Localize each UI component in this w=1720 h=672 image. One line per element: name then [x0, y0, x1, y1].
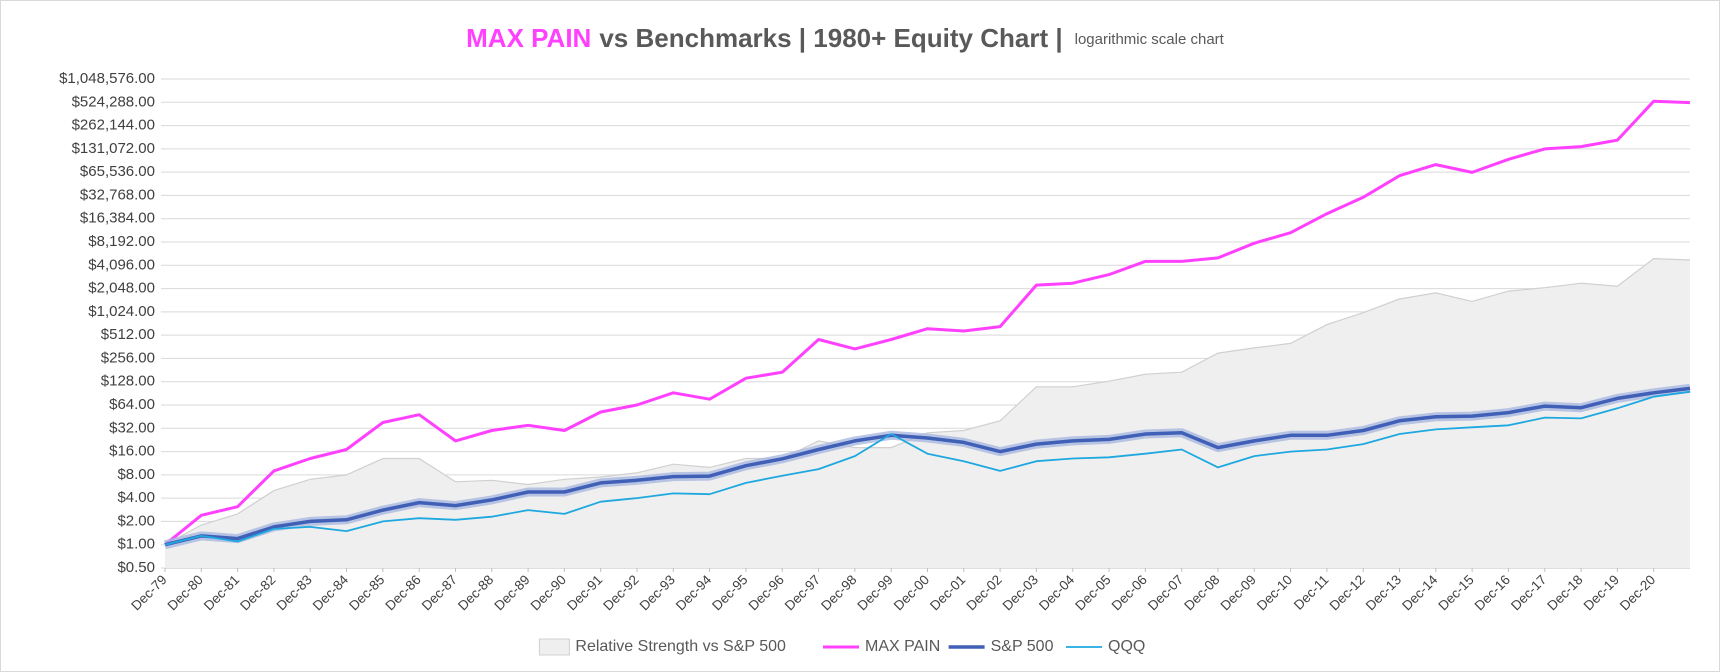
series-line [164, 390, 1691, 546]
y-tick-label: $4.00 [117, 489, 155, 506]
y-tick-label: $2.00 [117, 512, 155, 529]
area-line [164, 257, 1691, 546]
y-tick-label: $256.00 [101, 349, 155, 366]
legend-label: QQQ [1108, 638, 1145, 655]
title-highlight: MAX PAIN [466, 23, 591, 53]
y-tick-label: $16,384.00 [80, 210, 155, 227]
y-tick-label: $131,072.00 [72, 140, 155, 157]
y-tick-label: $1,024.00 [88, 303, 155, 320]
legend-label: Relative Strength vs S&P 500 [575, 638, 786, 655]
legend-item: QQQ [1066, 638, 1145, 655]
legend-swatch [538, 638, 570, 656]
y-tick-label: $128.00 [101, 373, 155, 390]
legend-item: Relative Strength vs S&P 500 [538, 638, 786, 656]
legend-label: S&P 500 [991, 638, 1054, 655]
y-tick-label: $524,288.00 [72, 93, 155, 110]
y-tick-label: $8.00 [117, 466, 155, 483]
y-tick-label: $32.00 [109, 419, 155, 436]
chart-title: MAX PAIN vs Benchmarks | 1980+ Equity Cha… [466, 23, 1225, 53]
y-tick-label: $32,768.00 [80, 186, 155, 203]
y-tick-label: $512.00 [101, 326, 155, 343]
legend-item: MAX PAIN [823, 638, 940, 655]
y-tick-label: $4,096.00 [88, 256, 155, 273]
y-tick-label: $1,048,576.00 [59, 70, 155, 87]
legend-label: MAX PAIN [865, 638, 940, 655]
y-tick-label: $65,536.00 [80, 163, 155, 180]
subtitle: logarithmic scale chart [1075, 31, 1225, 48]
y-tick-label: $16.00 [109, 443, 155, 460]
y-tick-label: $0.50 [117, 559, 155, 576]
y-tick-label: $8,192.00 [88, 233, 155, 250]
title-text: vs Benchmarks | 1980+ Equity Chart | [599, 23, 1062, 53]
y-tick-label: $64.00 [109, 396, 155, 413]
series-line [164, 99, 1691, 546]
y-tick-label: $2,048.00 [88, 280, 155, 297]
series-line [164, 386, 1691, 547]
y-tick-label: $262,144.00 [72, 117, 155, 134]
legend-item: S&P 500 [948, 638, 1054, 655]
y-tick-label: $1.00 [117, 536, 155, 553]
